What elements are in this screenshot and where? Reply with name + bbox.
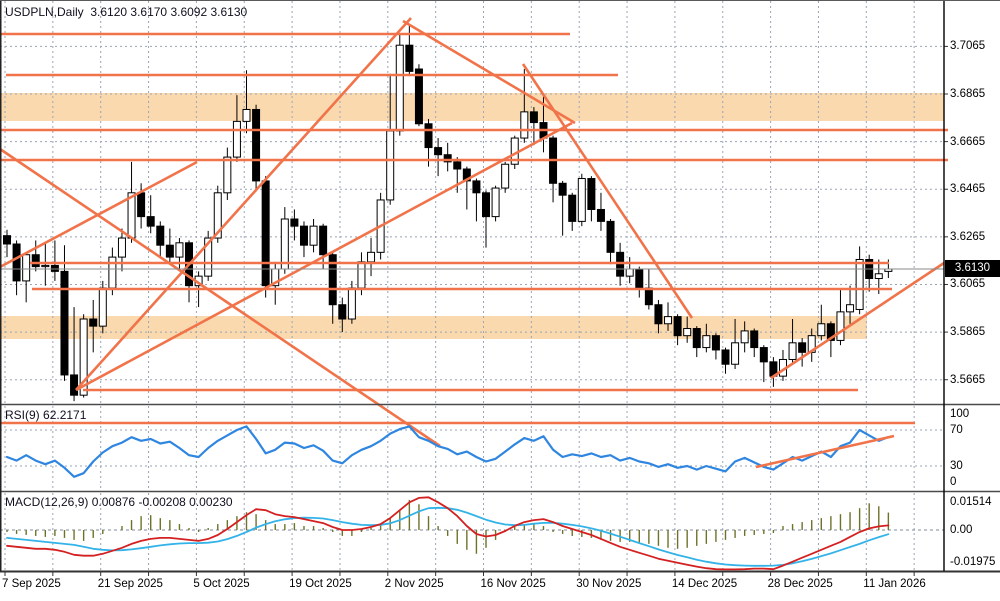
bullish-candle <box>855 258 864 310</box>
bearish-candle <box>798 342 807 353</box>
bearish-candle <box>721 349 730 365</box>
bearish-candle <box>654 304 663 325</box>
bearish-candle <box>635 268 644 289</box>
macd-signal-line <box>6 506 890 567</box>
bullish-candle <box>731 342 740 365</box>
bullish-candle <box>625 268 634 277</box>
trendline <box>0 160 198 269</box>
bullish-candle <box>395 44 404 132</box>
bearish-candle <box>290 218 299 227</box>
bullish-candle <box>788 342 797 360</box>
bearish-candle <box>587 178 596 210</box>
trendline <box>402 19 576 125</box>
bearish-candle <box>12 243 21 282</box>
bearish-candle <box>673 316 682 337</box>
bullish-candle <box>41 264 50 268</box>
bearish-candle <box>482 192 490 218</box>
bullish-candle <box>501 163 510 189</box>
bearish-candle <box>644 287 653 306</box>
bullish-candle <box>874 273 883 280</box>
bearish-candle <box>596 208 605 222</box>
bearish-candle <box>424 123 433 149</box>
bullish-candle <box>817 323 826 337</box>
macd-main-line <box>6 496 890 571</box>
bearish-candle <box>414 68 423 125</box>
bullish-candle <box>836 311 845 341</box>
bearish-candle <box>31 254 40 268</box>
trendline <box>75 121 573 392</box>
price-zone-band <box>0 316 867 339</box>
trendline <box>521 63 694 319</box>
bullish-candle <box>491 187 500 218</box>
bullish-candle <box>79 318 88 396</box>
bearish-candle <box>156 225 165 246</box>
bearish-candle <box>558 182 567 196</box>
trendline <box>0 147 441 448</box>
trendline <box>75 17 412 391</box>
bullish-candle <box>232 120 241 158</box>
bearish-candle <box>453 161 462 170</box>
bullish-candle <box>117 237 126 258</box>
bearish-candle <box>165 244 174 258</box>
bearish-candle <box>472 180 481 194</box>
bullish-candle <box>577 178 586 222</box>
bullish-candle <box>367 251 376 263</box>
bearish-candle <box>252 108 261 182</box>
bearish-candle <box>692 328 701 349</box>
bullish-candle <box>213 192 222 239</box>
bullish-candle <box>846 304 855 313</box>
bearish-candle <box>529 111 538 124</box>
bullish-candle <box>309 225 318 246</box>
bullish-candle <box>664 316 673 325</box>
bearish-candle <box>826 323 835 341</box>
bullish-candle <box>223 156 232 194</box>
bearish-candle <box>299 225 308 246</box>
bearish-candle <box>89 318 98 327</box>
bullish-candle <box>204 237 213 277</box>
bearish-candle <box>338 304 347 320</box>
bearish-candle <box>759 347 768 363</box>
bearish-candle <box>146 216 155 227</box>
price-zone-band <box>0 93 944 121</box>
bearish-candle <box>328 254 337 306</box>
rsi-line <box>5 425 890 478</box>
bearish-candle <box>3 235 11 245</box>
bullish-candle <box>22 254 31 282</box>
bullish-candle <box>386 130 395 201</box>
bearish-candle <box>70 374 79 396</box>
trendline <box>770 261 945 380</box>
bullish-candle <box>98 287 107 327</box>
bearish-candle <box>319 225 328 256</box>
bearish-candle <box>711 335 720 351</box>
bearish-candle <box>137 192 146 218</box>
bearish-candle <box>568 194 577 222</box>
bearish-candle <box>405 44 414 72</box>
bullish-candle <box>280 218 289 270</box>
bearish-candle <box>443 154 452 163</box>
bearish-candle <box>434 147 443 156</box>
bearish-candle <box>750 330 759 349</box>
bullish-candle <box>740 330 749 344</box>
bearish-candle <box>261 180 270 287</box>
bullish-candle <box>347 287 356 320</box>
bearish-candle <box>50 264 59 272</box>
bearish-candle <box>60 270 69 376</box>
bullish-candle <box>702 335 711 349</box>
bullish-candle <box>520 111 529 139</box>
bearish-candle <box>606 220 615 253</box>
bullish-candle <box>683 328 692 337</box>
bullish-candle <box>242 108 251 122</box>
bullish-candle <box>175 242 184 258</box>
bullish-candle <box>357 261 366 289</box>
rsi-trendline <box>755 434 895 469</box>
